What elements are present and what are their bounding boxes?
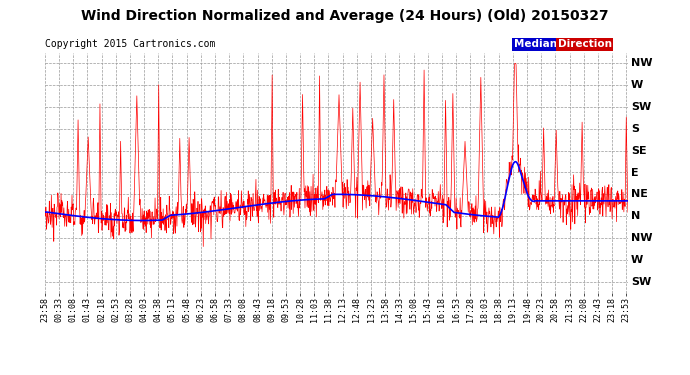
Text: W: W (631, 80, 643, 90)
Text: Copyright 2015 Cartronics.com: Copyright 2015 Cartronics.com (45, 39, 215, 50)
Text: N: N (631, 211, 640, 221)
Text: W: W (631, 255, 643, 265)
Text: Wind Direction Normalized and Average (24 Hours) (Old) 20150327: Wind Direction Normalized and Average (2… (81, 9, 609, 23)
Text: S: S (631, 124, 639, 134)
Text: SW: SW (631, 277, 651, 286)
Text: NE: NE (631, 189, 648, 200)
Text: Direction: Direction (558, 39, 611, 50)
Text: SE: SE (631, 146, 647, 156)
Text: NW: NW (631, 58, 652, 68)
Text: NW: NW (631, 233, 652, 243)
Text: Median: Median (514, 39, 558, 50)
Text: SW: SW (631, 102, 651, 112)
Text: E: E (631, 168, 638, 177)
